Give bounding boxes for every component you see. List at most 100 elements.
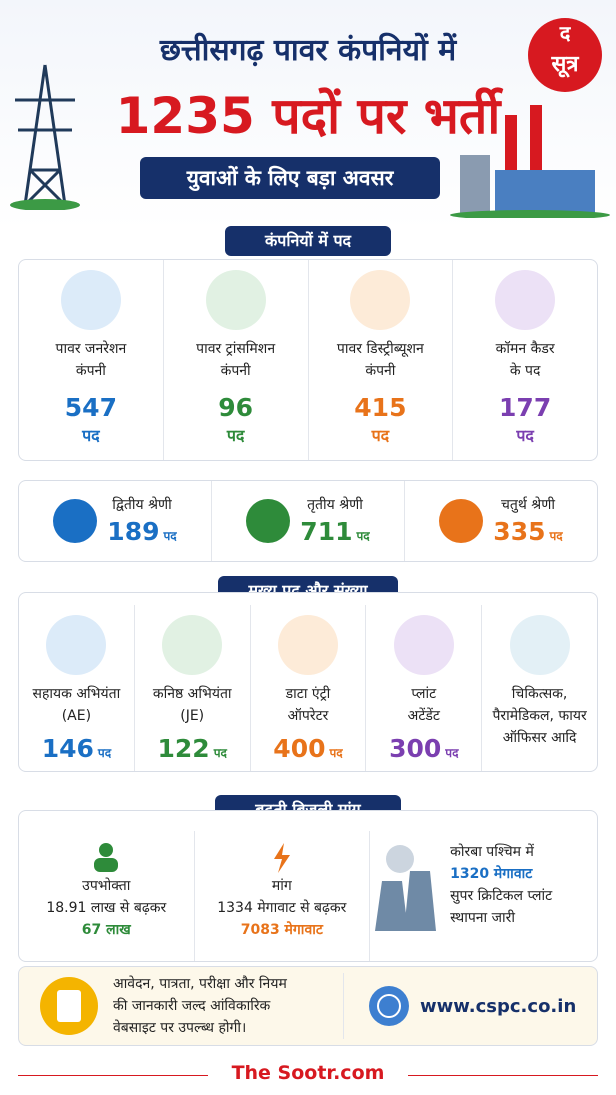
subtitle: युवाओं के लिए बड़ा अवसर [140,157,440,199]
notice-line: आवेदन, पात्रता, परीक्षा और नियम [113,976,287,992]
globe-icon [369,986,410,1026]
line3: सुपर क्रिटिकल प्लांट [450,888,553,904]
count-row: 146 पद [42,733,111,765]
grade-text: द्वितीय श्रेणी 189 पद [107,494,176,548]
icon [162,615,223,675]
capacity: 1320 मेगावाट [450,866,533,882]
unit: पद [549,529,563,543]
name: पावर जनरेशन [55,341,127,357]
website[interactable]: www.cspc.co.in [420,995,577,1017]
count: 189 [107,517,160,546]
icon [393,615,454,675]
name: के पद [509,363,541,379]
count: 146 [41,734,94,763]
unit: पद [516,426,534,445]
name: चिकित्सक, [511,686,568,702]
column: पावर जनरेशन कंपनी 547 पद [19,260,164,460]
name: सहायक अभियंता [32,686,121,702]
count: 711 [300,517,353,546]
column: पावर डिस्ट्रीब्यूशन कंपनी 415 पद [309,260,454,460]
icon [350,270,411,330]
icon [439,499,484,543]
count-row: 335 पद [493,516,562,548]
count-row: 711 पद [300,516,369,548]
title-line2: 1235 पदों पर भर्ती [115,87,501,145]
column: कॉमन कैडर के पद 177 पद [453,260,597,460]
column: सहायक अभियंता (AE) 146 पद [19,605,135,771]
unit: पद [163,529,177,543]
to: 67 लाख [81,922,131,938]
from: 1334 मेगावाट से बढ़कर [217,900,347,916]
logo-top: द [559,21,571,45]
name: चतुर्थ श्रेणी [501,497,555,513]
name: पावर डिस्ट्रीब्यूशन [336,341,424,357]
logo-bottom: सूत्र [551,52,579,77]
count: 300 [389,734,442,763]
grade: तृतीय श्रेणी 711 पद [212,481,405,561]
column: पावर ट्रांसमिशन कंपनी 96 पद [164,260,309,460]
name: कंपनी [220,363,251,379]
icon [246,499,291,543]
unit: पद [329,746,343,760]
section-heading: कंपनियों में पद [225,226,391,256]
name: पैरामेडिकल, फायर [492,708,587,724]
icon [509,615,570,675]
column: कनिष्ठ अभियंता (JE) 122 पद [135,605,251,771]
unit: पद [82,426,100,445]
unit: पद [226,426,245,445]
unit: पद [97,746,112,760]
count-row: 189 पद [107,516,176,548]
grade: द्वितीय श्रेणी 189 पद [19,481,212,561]
icon [495,270,556,330]
icon [277,615,338,675]
count: 335 [493,517,546,546]
count: 400 [273,734,326,763]
icon [46,615,107,675]
line4: स्थापना जारी [450,910,515,926]
column: चिकित्सक, पैरामेडिकल, फायर ऑफिसर आदि [482,605,597,771]
label: मांग [271,878,292,894]
grade-text: तृतीय श्रेणी 711 पद [300,494,369,548]
notice-line: की जानकारी जल्द आंविकारिक [113,998,271,1014]
name: (JE) [180,708,205,724]
to: 7083 मेगावाट [240,922,323,938]
count: 177 [499,393,552,422]
name: ऑफिसर आदि [502,730,577,746]
footer-brand: The Sootr.com [208,1062,408,1084]
unit: पद [445,746,459,760]
count-row: 300 पद [389,733,458,765]
name: पावर ट्रांसमिशन [196,341,276,357]
notice-text: आवेदन, पात्रता, परीक्षा और नियम की जानकार… [113,973,345,1039]
grades-box: द्वितीय श्रेणी 189 पद तृतीय श्रेणी 711 पद चतुर… [18,480,598,562]
notice-box: आवेदन, पात्रता, परीक्षा और नियम की जानकार… [18,966,598,1046]
name: कंपनी [365,363,396,379]
name: कंपनी [75,363,106,379]
posts-box: सहायक अभियंता (AE) 146 पद कनिष्ठ अभियंता (JE)… [18,592,598,772]
plant-illustration [450,105,610,218]
logo: द सूत्र [528,18,602,92]
count: 547 [64,393,117,422]
demand-box: उपभोक्ता 18.91 लाख से बढ़कर 67 लाख मांग 133… [18,810,598,962]
korba: कोरबा पश्चिम में 1320 मेगावाट सुपर क्रिटिक… [370,831,597,961]
count: 122 [157,734,210,763]
unit: पद [213,746,227,760]
consumers: उपभोक्ता 18.91 लाख से बढ़कर 67 लाख [19,831,195,961]
name: प्लांट [411,686,437,702]
icon [273,843,290,873]
count-row: 400 पद [273,733,342,765]
name: कॉमन कैडर [495,341,555,357]
unit: पद [371,426,390,445]
line1: कोरबा पश्चिम में [450,844,534,860]
icon [53,499,98,543]
name: द्वितीय श्रेणी [112,497,172,513]
cooling-towers [375,845,437,931]
icon [205,270,266,330]
title-line1: छत्तीसगढ़ पावर कंपनियों में [159,33,457,68]
column: डाटा एंट्री ऑपरेटर 400 पद [251,605,367,771]
count: 415 [354,393,407,422]
unit: पद [356,529,370,543]
count: 96 [218,393,254,422]
clipboard-icon [40,977,98,1035]
name: अटेंडेंट [407,708,440,724]
